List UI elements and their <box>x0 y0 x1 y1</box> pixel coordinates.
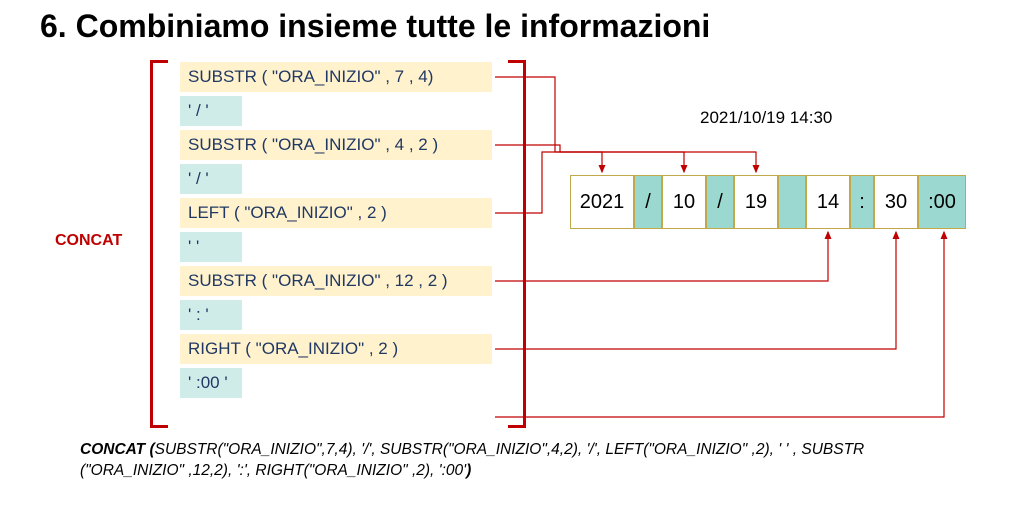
arrow-line <box>495 232 944 417</box>
function-row: RIGHT ( "ORA_INIZIO" , 2 ) <box>180 334 492 364</box>
function-row: SUBSTR ( "ORA_INIZIO" , 7 , 4) <box>180 62 492 92</box>
result-value: 14 <box>806 175 850 229</box>
concat-label: CONCAT <box>55 232 122 250</box>
function-row: LEFT ( "ORA_INIZIO" , 2 ) <box>180 198 492 228</box>
result-separator: :00 <box>918 175 966 229</box>
literal-row: ' / ' <box>180 96 242 126</box>
result-separator <box>778 175 806 229</box>
result-value: 19 <box>734 175 778 229</box>
function-row: SUBSTR ( "ORA_INIZIO" , 4 , 2 ) <box>180 130 492 160</box>
literal-row: ' : ' <box>180 300 242 330</box>
footer-prefix: CONCAT ( <box>80 441 155 458</box>
literal-row: ' ' <box>180 232 242 262</box>
bracket-right <box>508 60 526 428</box>
result-separator: / <box>634 175 662 229</box>
bracket-left <box>150 60 168 428</box>
result-separator: / <box>706 175 734 229</box>
result-value: 10 <box>662 175 706 229</box>
result-value: 30 <box>874 175 918 229</box>
footer-code: CONCAT (SUBSTR("ORA_INIZIO",7,4), '/', S… <box>80 440 950 482</box>
footer-suffix: ) <box>466 462 471 479</box>
function-rows: SUBSTR ( "ORA_INIZIO" , 7 , 4) ' / ' SUBST… <box>180 62 492 402</box>
result-label: 2021/10/19 14:30 <box>700 108 832 128</box>
literal-row: ' :00 ' <box>180 368 242 398</box>
result-boxes: 2021/10/1914:30:00 <box>570 175 966 229</box>
literal-row: ' / ' <box>180 164 242 194</box>
function-row: SUBSTR ( "ORA_INIZIO" , 12 , 2 ) <box>180 266 492 296</box>
result-value: 2021 <box>570 175 634 229</box>
footer-body: SUBSTR("ORA_INIZIO",7,4), '/', SUBSTR("O… <box>80 441 864 479</box>
page-title: 6. Combiniamo insieme tutte le informazi… <box>40 8 710 45</box>
arrow-line <box>495 232 828 281</box>
arrow-line <box>495 232 896 349</box>
result-separator: : <box>850 175 874 229</box>
